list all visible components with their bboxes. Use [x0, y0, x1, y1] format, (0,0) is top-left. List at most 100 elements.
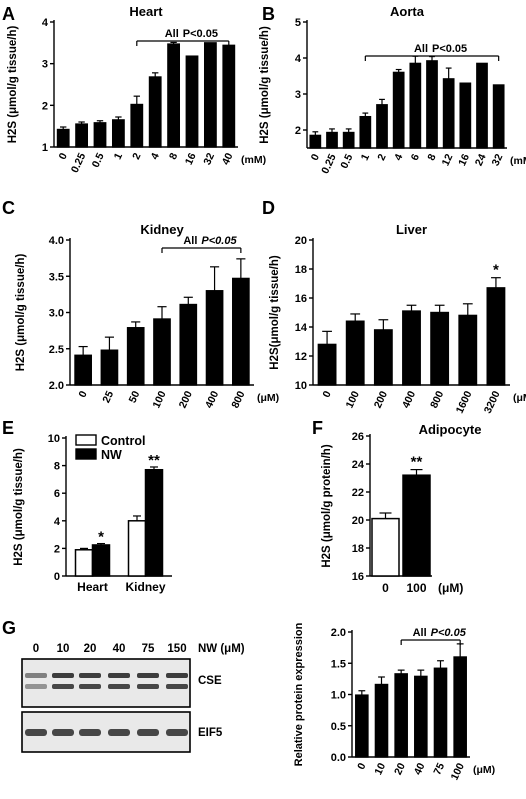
bar	[402, 310, 421, 386]
bar	[453, 656, 467, 758]
x-tick-label: 0	[77, 389, 90, 400]
cse-band-lower	[79, 684, 101, 689]
panel-title: Liver	[396, 222, 427, 237]
x-tick-label: 16	[183, 151, 199, 167]
significance-star: *	[493, 262, 499, 279]
panel-d: 101214161820010020040080016003200(μM)Liv…	[269, 222, 526, 415]
cse-band-upper	[25, 673, 47, 678]
x-unit-label: (μM)	[257, 392, 279, 404]
y-tick-label: 14	[295, 322, 308, 334]
cse-band-upper	[79, 673, 101, 678]
eif5-band	[166, 729, 188, 736]
bar	[430, 311, 450, 386]
x-tick-label: 2	[375, 152, 388, 163]
eif5-band	[137, 729, 159, 736]
sig-p-value: P<0.05	[201, 235, 237, 247]
sig-label: All	[165, 28, 179, 40]
x-tick-label: 1600	[454, 389, 475, 415]
eif5-band	[79, 729, 101, 736]
y-tick-label: 12	[295, 351, 307, 363]
bar	[373, 329, 393, 386]
bar	[355, 694, 369, 758]
bar	[153, 318, 171, 386]
bar	[392, 71, 405, 149]
panel-letter-g: G	[2, 618, 16, 638]
x-tick-label: 0	[382, 581, 389, 595]
bar	[394, 673, 408, 758]
x-tick-label: 100	[344, 389, 362, 410]
y-axis-label: H2S (μmol/g protein/h)	[321, 444, 333, 567]
eif5-band	[25, 729, 47, 736]
legend-swatch-control	[75, 434, 97, 446]
bar	[74, 354, 92, 386]
bar	[232, 277, 250, 386]
x-tick-label: 800	[428, 389, 446, 410]
cse-band-upper	[52, 673, 74, 678]
blot-lane-label: 150	[167, 643, 186, 655]
x-tick-label: 40	[220, 151, 236, 167]
bar-control	[74, 549, 94, 577]
blot-lane-label: 20	[84, 643, 97, 655]
sig-label: All	[183, 235, 197, 247]
x-tick-label: 0	[355, 761, 368, 772]
x-tick-label: 25	[100, 389, 116, 405]
sig-label: All	[414, 43, 428, 55]
cse-band-upper	[166, 673, 188, 678]
x-tick-label: 1	[359, 152, 372, 163]
legend-label-nw: NW	[101, 448, 122, 462]
y-tick-label: 10	[48, 433, 60, 445]
y-tick-label: 16	[295, 293, 307, 305]
x-tick-label: Kidney	[125, 580, 165, 594]
x-tick-label: 12	[440, 152, 456, 168]
blot-lane-label: 10	[57, 643, 70, 655]
x-tick-label: 400	[400, 389, 418, 410]
x-tick-label: 32	[201, 151, 217, 167]
bar	[359, 115, 372, 149]
bar	[402, 474, 431, 577]
x-tick-label: 8	[167, 151, 180, 162]
x-tick-label: 10	[372, 761, 388, 777]
y-tick-label: 0.0	[331, 752, 346, 764]
panel-letter-d: D	[262, 198, 275, 218]
y-tick-label: 22	[352, 487, 364, 499]
bar	[100, 349, 119, 386]
x-tick-label: 0	[320, 389, 333, 400]
y-tick-label: 1.0	[331, 690, 346, 702]
bar	[111, 119, 125, 148]
y-tick-label: 4	[42, 17, 49, 29]
panel-b: 234500.250.51246812162432(mM)AortaAllP<0…	[259, 4, 526, 176]
cse-band-lower	[137, 684, 159, 689]
x-tick-label: 20	[392, 761, 408, 777]
x-tick-label: 2	[130, 151, 143, 162]
x-unit-label: (μM)	[473, 764, 495, 776]
y-tick-label: 26	[352, 431, 364, 443]
bar	[326, 131, 338, 149]
x-tick-label: 1	[112, 151, 125, 162]
bar	[222, 44, 236, 148]
cse-band-lower	[52, 684, 74, 689]
y-axis-label: Relative protein expression	[293, 622, 305, 766]
x-tick-label: 3200	[482, 389, 503, 415]
y-tick-label: 4	[54, 516, 61, 528]
bar	[130, 103, 144, 148]
panel-title: Kidney	[140, 222, 184, 237]
bar-control	[127, 520, 147, 577]
blot-lane-label: 75	[142, 643, 155, 655]
y-tick-label: 0	[54, 571, 60, 583]
x-tick-label: 75	[431, 761, 447, 777]
panel-f: 16 18 20 22 24 26 0 100 (μM) Adipocyte ** H2S (μmol…	[321, 422, 481, 595]
y-tick-label: 18	[295, 264, 307, 276]
y-tick-label: 1.5	[331, 658, 346, 670]
y-tick-label: 20	[295, 235, 307, 247]
bar	[75, 123, 89, 148]
sig-p-value: P<0.05	[432, 43, 467, 55]
bar	[203, 42, 217, 148]
bar	[458, 314, 478, 386]
x-tick-label: 4	[392, 152, 405, 163]
x-tick-label: 32	[490, 152, 506, 168]
bar	[345, 320, 365, 386]
x-tick-label: 0.5	[338, 152, 355, 170]
x-tick-label: 100	[150, 389, 168, 410]
